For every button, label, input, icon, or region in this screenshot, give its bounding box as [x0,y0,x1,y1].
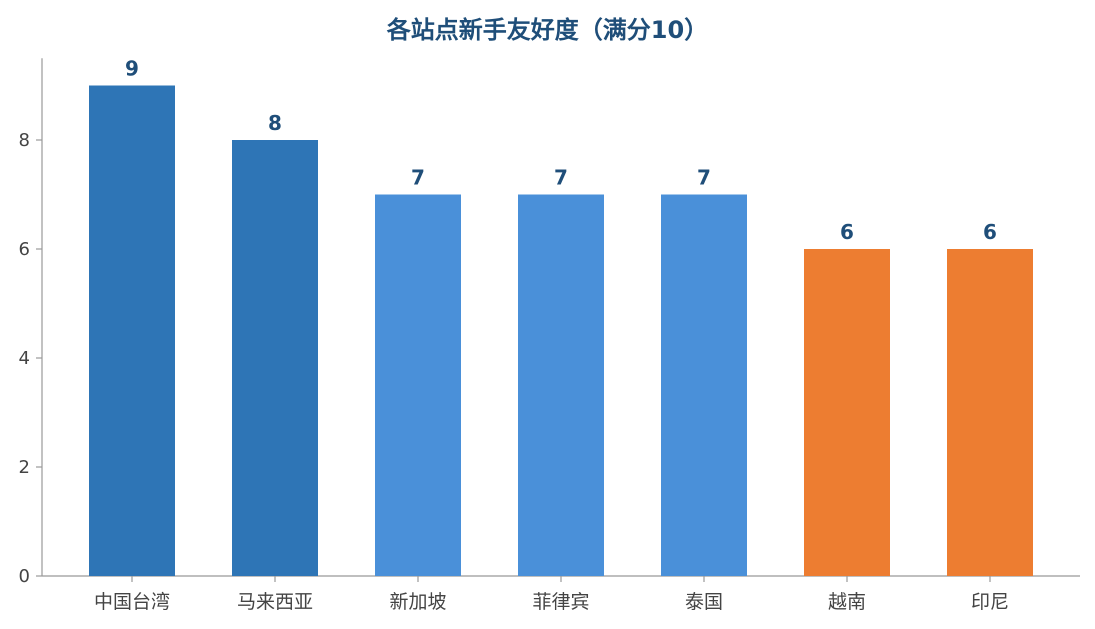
y-tick-label: 4 [19,348,30,369]
data-label: 7 [411,166,425,190]
bar [661,194,747,576]
bar [89,85,175,576]
x-tick-label: 越南 [828,591,866,613]
bar [518,194,604,576]
x-axis: 中国台湾 马来西亚 新加坡 菲律宾 泰国 越南 印尼 [42,575,1080,613]
chart-title: 各站点新手友好度（满分10） [386,16,709,44]
y-axis: 0 2 4 6 8 [19,58,43,587]
data-label: 8 [268,111,282,135]
x-tick-label: 菲律宾 [532,591,589,613]
y-tick-label: 8 [19,130,30,151]
data-label: 9 [125,57,139,81]
x-tick-label: 印尼 [971,591,1009,613]
x-tick-label: 马来西亚 [237,591,313,613]
bar [375,194,461,576]
x-tick-label: 中国台湾 [94,591,170,613]
data-label: 6 [983,220,997,244]
y-tick-label: 0 [19,566,30,587]
x-tick-label: 新加坡 [389,591,446,613]
bar [232,140,318,576]
data-labels-group: 9 8 7 7 7 6 6 [125,57,997,245]
x-tick-label: 泰国 [685,591,723,613]
y-tick-label: 2 [19,457,30,478]
bar [947,249,1033,576]
data-label: 6 [840,220,854,244]
data-label: 7 [554,166,568,190]
y-tick-label: 6 [19,239,30,260]
bars-group [89,85,1033,576]
data-label: 7 [697,166,711,190]
bar [804,249,890,576]
